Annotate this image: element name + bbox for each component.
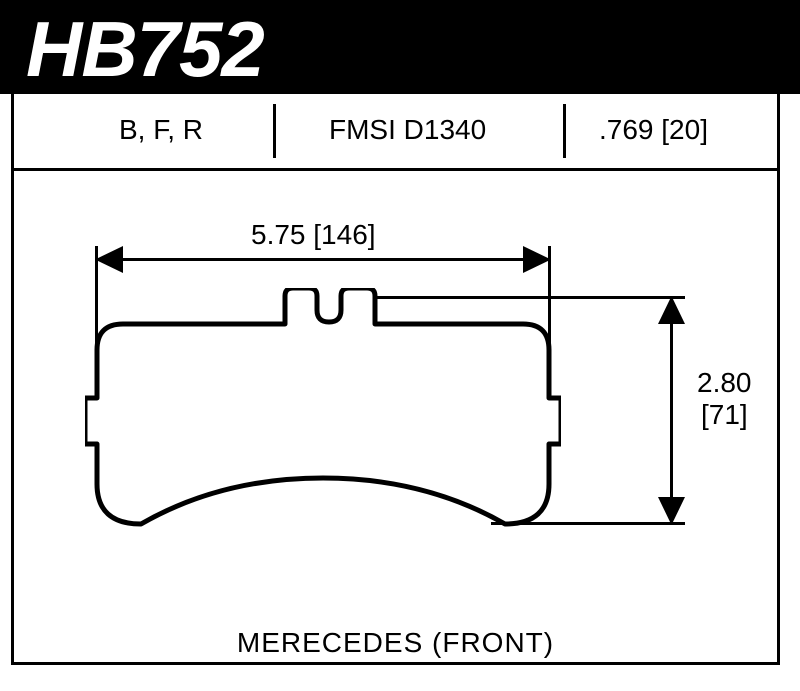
arrow-up-icon — [658, 296, 685, 324]
spec-divider-2 — [563, 104, 566, 158]
spec-col-3: .769 [20] — [599, 114, 708, 146]
page: HB752 B, F, R FMSI D1340 .769 [20] 5.75 … — [0, 0, 800, 691]
title-bar: HB752 — [0, 0, 800, 94]
arrow-right-icon — [523, 246, 551, 273]
diagram-caption: MERECEDES (FRONT) — [11, 627, 780, 659]
width-dimension-label: 5.75 [146] — [251, 220, 376, 251]
height-dimension-label-1: 2.80 — [697, 368, 752, 399]
spec-col-2: FMSI D1340 — [329, 114, 486, 146]
height-ext-bottom — [491, 522, 685, 525]
height-dim-line — [670, 296, 673, 525]
height-dimension-label-2: [71] — [701, 400, 748, 431]
height-ext-top — [375, 296, 685, 299]
spec-row: B, F, R FMSI D1340 .769 [20] — [11, 94, 780, 168]
spec-col-1: B, F, R — [119, 114, 203, 146]
part-number: HB752 — [26, 4, 264, 95]
arrow-down-icon — [658, 497, 685, 525]
brake-pad-outline — [85, 288, 561, 530]
width-dim-line — [95, 258, 551, 261]
spec-divider-1 — [273, 104, 276, 158]
diagram-area: 5.75 [146] 2.80 [71] MERECEDES (FRONT) — [11, 168, 780, 665]
arrow-left-icon — [95, 246, 123, 273]
